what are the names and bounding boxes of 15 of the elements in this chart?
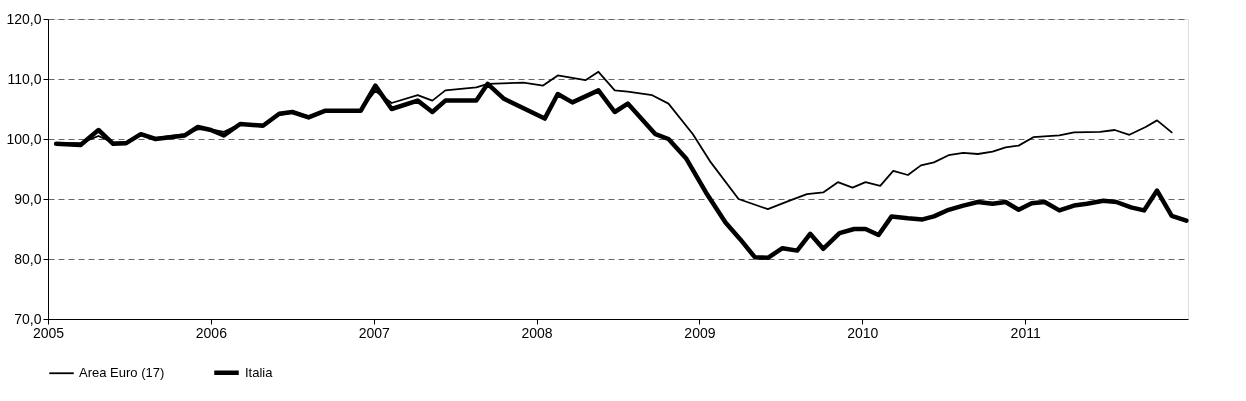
x-tick-label: 2008 bbox=[521, 324, 553, 341]
x-tick-label: 2007 bbox=[358, 324, 390, 341]
y-tick-label: 70,0 bbox=[14, 310, 42, 327]
y-tick-label: 120,0 bbox=[6, 10, 42, 27]
y-tick-label: 90,0 bbox=[14, 190, 42, 207]
y-tick-label: 100,0 bbox=[6, 130, 42, 147]
legend-label: Italia bbox=[245, 364, 274, 380]
y-tick-label: 80,0 bbox=[14, 250, 42, 267]
x-tick-label: 2006 bbox=[195, 324, 228, 341]
legend-label: Area Euro (17) bbox=[79, 365, 165, 381]
x-tick-label: 2010 bbox=[847, 324, 879, 341]
x-tick-label: 2009 bbox=[684, 324, 716, 341]
x-tick-label: 2011 bbox=[1010, 324, 1041, 341]
x-tick-label: 2005 bbox=[32, 324, 65, 341]
y-tick-label: 110,0 bbox=[7, 70, 42, 87]
